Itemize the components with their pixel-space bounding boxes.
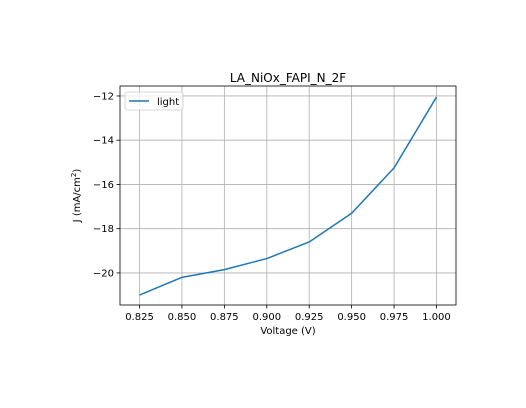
x-tick-label: 0.975 xyxy=(380,312,409,323)
series-line-light xyxy=(139,96,438,296)
y-tick-label: −14 xyxy=(93,136,114,147)
y-tick-label: −16 xyxy=(93,180,114,191)
legend-box xyxy=(124,91,184,111)
y-tick-label: −12 xyxy=(93,91,114,102)
y-axis-label: J (mA/cm2) xyxy=(70,169,83,224)
y-tick-label: −20 xyxy=(93,268,114,279)
chart-title: LA_NiOx_FAPI_N_2F xyxy=(230,71,346,85)
y-axis-label-close: ) xyxy=(72,169,83,173)
y-axis-label-main: J (mA/cm xyxy=(72,177,83,223)
x-tick-label: 0.900 xyxy=(252,312,281,323)
x-tick-label: 0.875 xyxy=(210,312,239,323)
x-axis-label: Voltage (V) xyxy=(260,326,315,337)
y-tick-label: −18 xyxy=(93,224,114,235)
grid-layer xyxy=(120,86,456,305)
plot-frame xyxy=(119,85,457,306)
x-tick-label: 0.925 xyxy=(295,312,324,323)
x-tick-label: 0.950 xyxy=(337,312,366,323)
tick-layer: 0.825 0.850 0.875 0.900 0.925 0.950 0.975 1.000… xyxy=(93,91,451,323)
legend: light xyxy=(124,91,184,111)
x-tick-label: 0.850 xyxy=(168,312,197,323)
y-axis-label-sup: 2 xyxy=(70,173,78,177)
series-layer xyxy=(139,96,438,296)
legend-label-light: light xyxy=(157,97,179,108)
x-tick-label: 0.825 xyxy=(125,312,154,323)
x-tick-label: 1.000 xyxy=(422,312,451,323)
